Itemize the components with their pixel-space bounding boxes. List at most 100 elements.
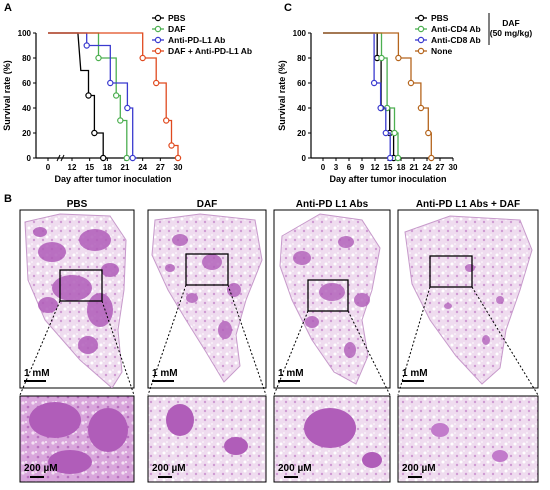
series-marker-0-3-8 [168,142,175,149]
histology-header-daf: DAF [196,199,218,210]
series-line-1-0 [323,32,397,159]
ytick-label-0-5: 100 [18,29,32,38]
series-marker-0-0-6 [91,129,98,137]
xtick-label-1-7: 21 [410,163,419,172]
series-marker-1-1-6 [391,129,398,137]
series-marker-0-3-6 [163,117,170,124]
legend-label-0-3: DAF + Anti-PD-L1 Ab [168,46,252,56]
series-marker-1-2-2 [370,79,378,87]
series-marker-0-1-8 [123,154,130,162]
legend-label-1-0: PBS [431,13,449,23]
panel-label-b: B [4,193,12,205]
scalebar-label-daf: 1 mM [152,368,178,379]
ytick-label-1-5: 100 [293,29,307,38]
ytick-label-1-2: 40 [297,104,306,113]
histology-header-anti-pdl1: Anti-PD L1 Abs [295,199,369,210]
xtick-label-1-0: 0 [321,163,326,172]
xtick-label-0-4: 21 [121,163,130,172]
axis-break-b-0 [60,154,65,162]
legend-label-1-1: Anti-CD4 Ab [431,24,481,34]
zoom-pbs [19,395,135,483]
xtick-label-0-0: 0 [46,163,51,172]
series-marker-1-3-6 [417,104,425,112]
legend-marker-1-2 [417,36,425,44]
zoom-scalebar-anti-pdl1 [284,476,298,478]
legend-marker-0-3 [154,47,162,55]
series-marker-0-1-2 [95,54,102,62]
xtick-label-0-5: 24 [138,163,147,172]
series-marker-1-2-6 [382,129,390,137]
scalebar-pbs [24,380,46,382]
xtick-label-1-9: 27 [436,163,445,172]
series-marker-0-2-4 [107,79,114,87]
legend-marker-0-2 [154,36,162,44]
legend-marker-0-1 [154,25,162,33]
zoom-scalebar-label-pbs: 200 µM [24,463,58,474]
xtick-label-1-3: 9 [360,163,365,172]
lung-daf [151,213,263,383]
ytick-label-0-1: 20 [22,129,31,138]
ytick-label-1-0: 0 [302,154,307,163]
legend-marker-0-0 [154,14,162,22]
ytick-label-0-4: 80 [22,54,31,63]
histology-header-combo: Anti-PD L1 Abs + DAF [415,199,521,210]
zoom-daf [147,395,267,483]
scalebar-anti-pdl1 [278,380,300,382]
series-marker-0-2-2 [83,42,90,49]
overview-frames [19,209,539,389]
xtick-label-0-1: 12 [68,163,77,172]
axis-break-a-0 [56,154,61,162]
legend-label-0-0: PBS [168,13,186,23]
zoom-connectors [19,284,539,396]
scalebar-label-combo: 1 mM [402,368,428,379]
zoom-scalebar-label-anti-pdl1: 200 µM [278,463,312,474]
legend-label-0-2: Anti-PD-L1 Ab [168,35,225,45]
series-marker-1-2-8 [386,154,394,162]
zoom-combo [397,395,539,483]
xtick-label-0-3: 18 [103,163,112,172]
panel-label-a: A [4,2,12,14]
legend-bracket-label-1-1: (50 mg/kg) [490,28,533,38]
histology-panel [19,209,539,483]
xlabel-0: Day after tumor inoculation [54,174,171,184]
lung-pbs [24,213,127,388]
lung-combo [404,215,533,385]
xtick-label-1-2: 6 [347,163,352,172]
xtick-label-0-7: 30 [174,163,183,172]
legend-marker-1-0 [417,14,425,22]
series-marker-1-3-10 [428,154,435,162]
series-marker-1-3-4 [407,79,415,87]
legend-label-1-2: Anti-CD8 Ab [431,35,481,45]
xtick-label-0-6: 27 [156,163,165,172]
series-marker-0-1-6 [117,117,124,124]
histology-header-pbs: PBS [66,199,88,210]
ylabel-1: Survival rate (%) [277,60,287,131]
series-marker-1-3-2 [395,54,402,62]
xlabel-1: Day after tumor inoculation [329,174,446,184]
series-marker-0-2-6 [124,104,131,112]
series-line-0-2 [48,32,137,159]
xtick-label-0-2: 15 [85,163,94,172]
series-marker-0-0-4 [85,92,92,99]
ytick-label-1-3: 60 [297,79,306,88]
xtick-label-1-6: 18 [397,163,406,172]
legend-marker-1-3 [417,47,425,55]
series-marker-0-0-8 [100,154,107,162]
xtick-label-1-4: 12 [371,163,380,172]
panel-label-c: C [284,2,292,14]
legend-label-1-3: None [431,46,453,56]
series-line-1-1 [323,32,401,159]
ytick-label-1-4: 80 [297,54,306,63]
ylabel-0: Survival rate (%) [2,60,12,131]
scalebar-label-anti-pdl1: 1 mM [278,368,304,379]
legend-marker-1-1 [417,25,425,33]
ytick-label-0-0: 0 [27,154,32,163]
legend-bracket-label-1-0: DAF [502,18,519,28]
scalebar-daf [152,380,174,382]
series-marker-0-3-10 [174,154,182,162]
xtick-label-1-8: 24 [423,163,432,172]
zoom-scalebar-pbs [30,476,44,478]
series-marker-1-2-4 [377,104,384,112]
legend-label-0-1: DAF [168,24,185,34]
